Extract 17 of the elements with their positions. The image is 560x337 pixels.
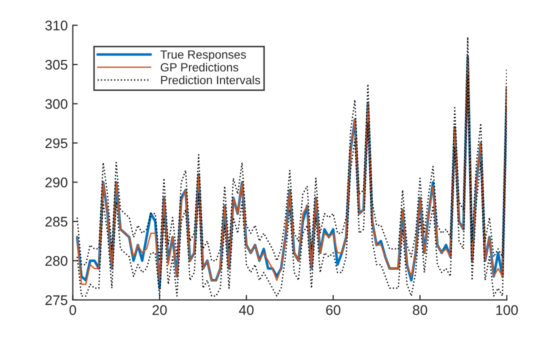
x-tick-label: 40	[238, 305, 254, 315]
y-tick-label: 280	[45, 256, 68, 266]
y-tick-label: 285	[45, 216, 68, 227]
x-tick-label: 20	[152, 305, 167, 315]
y-tick-label: 305	[45, 60, 68, 70]
y-tick-label: 290	[45, 178, 68, 188]
x-tick-label: 0	[69, 305, 76, 315]
y-tick-label: 275	[45, 295, 68, 306]
legend-label: Prediction Intervals	[161, 76, 260, 84]
x-tick-label: 80	[412, 305, 428, 315]
x-tick-label: 60	[326, 305, 340, 315]
x-tick-label: 100	[496, 305, 518, 315]
y-tick-label: 300	[45, 99, 68, 109]
y-tick-label: 310	[45, 20, 68, 30]
legend-label: True Responses	[160, 50, 246, 62]
legend-label: GP Predictions	[160, 62, 238, 72]
y-tick-label: 295	[45, 138, 68, 148]
